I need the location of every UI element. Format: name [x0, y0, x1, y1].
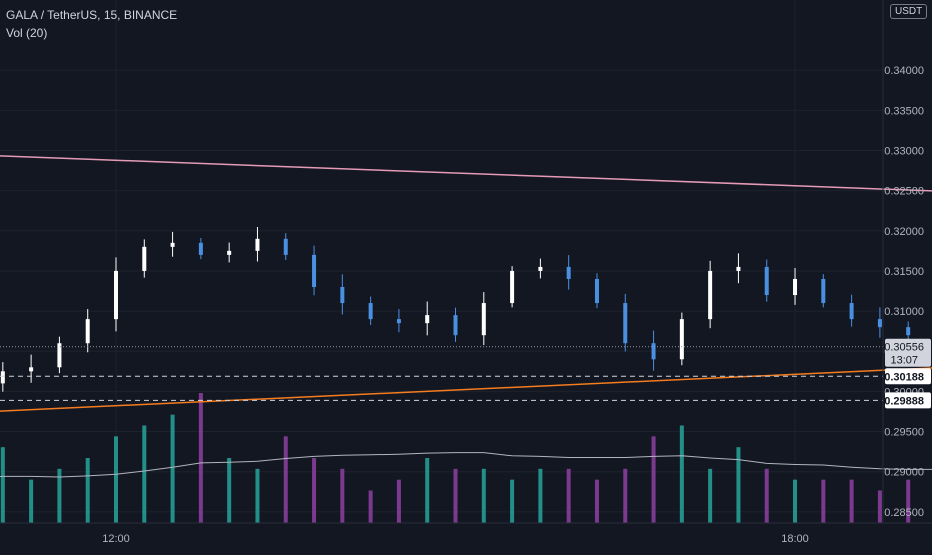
- candle-body: [510, 270, 515, 304]
- candle-body: [906, 327, 911, 336]
- volume-bar: [510, 479, 515, 523]
- candle-body: [538, 266, 543, 271]
- y-tick-label: 0.29500: [884, 427, 924, 439]
- x-tick-label: 12:00: [102, 533, 130, 545]
- volume-bar: [368, 490, 373, 523]
- volume-bar: [651, 436, 656, 523]
- volume-bar: [594, 479, 599, 523]
- volume-bar: [849, 479, 854, 523]
- candle-body: [396, 319, 401, 324]
- countdown-label: 13:07: [890, 355, 918, 367]
- volume-bar: [255, 468, 260, 523]
- trendline-layer: [0, 155, 932, 412]
- volume-bar: [142, 425, 147, 523]
- candle-body: [566, 266, 571, 279]
- volume-bar: [793, 479, 798, 523]
- volume-bar: [877, 490, 882, 523]
- candle-body: [425, 315, 430, 324]
- y-tick-label: 0.28500: [884, 507, 924, 519]
- level-price-tag: [885, 368, 931, 385]
- y-tick-label: 0.32500: [884, 186, 924, 198]
- candle-body: [255, 238, 260, 251]
- level-price-tag: [885, 392, 931, 409]
- candle-body: [312, 254, 317, 287]
- volume-bar: [906, 479, 911, 523]
- y-tick-label: 0.29000: [884, 467, 924, 479]
- symbol-title: GALA / TetherUS, 15, BINANCE: [6, 8, 178, 22]
- volume-ma-line: [0, 452, 932, 478]
- level-price-label: 0.30188: [884, 371, 924, 383]
- volume-bar: [821, 479, 826, 523]
- candle-body: [114, 270, 118, 320]
- volume-bar: [29, 479, 34, 523]
- x-tick-label: 18:00: [781, 533, 809, 545]
- candle-body: [849, 303, 854, 320]
- volume-bar: [538, 468, 543, 523]
- currency-badge[interactable]: USDT: [890, 4, 928, 19]
- volume-bar: [198, 393, 203, 523]
- volume-bar: [340, 468, 345, 523]
- volume-indicator-label[interactable]: Vol (20): [6, 26, 48, 40]
- y-tick-label: 0.31500: [884, 266, 924, 278]
- pink-trendline: [0, 155, 932, 192]
- candle-body: [0, 371, 5, 384]
- candle-body: [340, 287, 345, 304]
- current-price-tag: [885, 338, 931, 367]
- volume-layer: [0, 393, 932, 523]
- volume-bar: [227, 458, 232, 523]
- candle-body: [679, 319, 684, 360]
- candle-body: [594, 278, 599, 304]
- candle-body: [821, 278, 826, 304]
- volume-bar: [283, 436, 288, 523]
- candle-body: [453, 315, 458, 336]
- candle-body: [623, 303, 628, 344]
- volume-bar: [679, 425, 684, 523]
- current-price-label: 0.30556: [884, 342, 924, 354]
- volume-bar: [623, 468, 628, 523]
- volume-bar: [425, 458, 430, 523]
- candle-body: [170, 242, 175, 247]
- volume-bar: [566, 468, 571, 523]
- candle-body: [368, 303, 373, 320]
- candle-body: [57, 343, 62, 368]
- y-tick-label: 0.33500: [884, 105, 924, 117]
- candle-body: [481, 303, 486, 336]
- candle-layer: [0, 226, 911, 392]
- volume-bar: [396, 479, 401, 523]
- volume-bar: [114, 436, 118, 523]
- candle-body: [227, 250, 232, 255]
- candle-body: [708, 270, 713, 320]
- candle-body: [793, 278, 798, 296]
- candle-body: [198, 242, 203, 255]
- volume-bar: [85, 458, 90, 523]
- volume-bar: [312, 458, 317, 523]
- candle-body: [29, 367, 34, 372]
- orange-trendline: [0, 367, 932, 412]
- candle-body: [736, 266, 741, 271]
- level-price-label: 0.29888: [884, 395, 924, 407]
- candle-body: [142, 246, 147, 271]
- volume-bar: [764, 468, 769, 523]
- candle-body: [283, 238, 288, 255]
- volume-bar: [736, 447, 741, 523]
- candle-body: [764, 266, 769, 296]
- y-tick-label: 0.32000: [884, 226, 924, 238]
- volume-bar: [0, 447, 5, 523]
- volume-bar: [170, 414, 175, 523]
- candle-body: [85, 319, 90, 344]
- volume-bar: [481, 468, 486, 523]
- y-tick-label: 0.34000: [884, 65, 924, 77]
- grid-layer: [0, 0, 883, 523]
- volume-bar: [57, 468, 62, 523]
- candle-body: [651, 343, 656, 360]
- y-tick-label: 0.31000: [884, 306, 924, 318]
- candle-body: [877, 319, 882, 328]
- volume-bar: [708, 468, 713, 523]
- y-tick-label: 0.33000: [884, 145, 924, 157]
- volume-bar: [453, 468, 458, 523]
